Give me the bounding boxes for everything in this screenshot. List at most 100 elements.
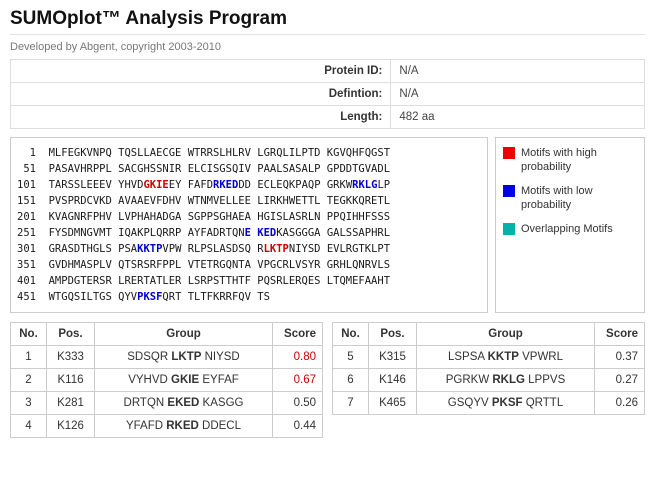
motif-pos: K116	[46, 368, 95, 392]
sequence-group: MLFEGKVNPQ	[49, 147, 112, 159]
sequence-segment: GVDHMASPLV	[48, 259, 112, 271]
motif-group: GSQYV PKSF QRTTL	[416, 391, 595, 415]
sequence-group: TQSLLAECGE	[118, 147, 181, 159]
copyright-subtitle: Developed by Abgent, copyright 2003-2010	[10, 41, 221, 53]
sequence-line: 51 PASAVHRPPL SACGHSSNIR ELCISGSQIV PAAL…	[17, 161, 481, 177]
motif-score: 0.44	[272, 414, 323, 438]
sequence-segment: SACGHSSNIR	[118, 163, 182, 175]
sequence-group: TARSSLEEEV	[49, 179, 112, 191]
sequence-segment: VTETRGQNTA	[187, 259, 251, 271]
sequence-segment: R	[257, 243, 264, 255]
sequence-segment: QTSRSRFPPL	[118, 259, 182, 271]
sequence-segment: HGISLASRLN	[257, 211, 321, 223]
sumoplot-page: SUMOplot™ Analysis Program Developed by …	[9, 8, 645, 438]
sequence-group: PSAKKTPVPW	[118, 243, 181, 255]
sequence-line: 1 MLFEGKVNPQ TQSLLAECGE WTRRSLHLRV LGRQL…	[17, 145, 481, 161]
motif-no: 3	[10, 391, 47, 415]
column-header-no: No.	[10, 322, 47, 346]
motif-lo-segment: KKTP	[137, 243, 163, 255]
sequence-group: TLTFKRRFQV	[188, 291, 251, 303]
motif-row: 4 K126 YFAFD RKED DDECL 0.44	[10, 414, 323, 438]
motif-core: GKIE	[171, 374, 200, 386]
sequence-segment: NIYSD	[288, 243, 321, 255]
info-label: Protein ID:	[9, 59, 392, 83]
motif-row: 6 K146 PGRKW RKLG LPPVS 0.27	[332, 368, 645, 392]
sequence-group: SGPPSGHAEA	[188, 211, 251, 223]
motif-pos: K281	[46, 391, 95, 415]
sequence-segment: TARSSLEEEV	[48, 179, 112, 191]
sequence-group: VTETRGQNTA	[188, 259, 251, 271]
sequence-segment: AMPDGTERSR	[48, 275, 112, 287]
sequence-segment: IQAKPLQRRP	[118, 227, 182, 239]
sequence-group: SACGHSSNIR	[118, 163, 181, 175]
sequence-segment: KASGGGA	[276, 227, 321, 239]
info-value: 482 aa	[390, 105, 645, 129]
motif-no: 2	[10, 368, 47, 392]
info-row: Protein ID: N/A	[9, 59, 645, 83]
sequence-line-number: 301	[17, 243, 49, 255]
sequence-group: ECLEQKPAQP	[257, 179, 320, 191]
sequence-group: GVDHMASPLV	[49, 259, 112, 271]
sequence-group: GRASDTHGLS	[49, 243, 112, 255]
sequence-group: IQAKPLQRRP	[118, 227, 181, 239]
info-row: Length: 482 aa	[9, 105, 645, 129]
motif-no: 7	[332, 391, 369, 415]
sequence-group: WTRRSLHLRV	[188, 147, 251, 159]
sequence-segment: EVLRGTKLPT	[326, 243, 391, 255]
column-header-score: Score	[594, 322, 645, 346]
motif-score: 0.26	[594, 391, 645, 415]
info-value: N/A	[390, 59, 645, 83]
motif-lo-segment: RKED	[213, 179, 239, 191]
motif-core: LKTP	[171, 351, 202, 363]
motif-table-body: 1 K333 SDSQR LKTP NIYSD 0.80 2 K116 VYHVD GKIE…	[10, 345, 323, 438]
legend-label: Motifs with high probability	[521, 147, 597, 173]
motif-group: YFAFD RKED DDECL	[94, 414, 273, 438]
motif-group: PGRKW RKLG LPPVS	[416, 368, 595, 392]
sequence-segment: YHVD	[118, 179, 144, 191]
motif-no: 4	[10, 414, 47, 438]
column-header-score: Score	[272, 322, 323, 346]
column-header-pos: Pos.	[46, 322, 95, 346]
sequence-group: KVAGNRFPHV	[49, 211, 112, 223]
sequence-segment: RLPSLASDSQ	[187, 243, 251, 255]
motif-table-head: No. Pos. Group Score	[10, 322, 323, 346]
sequence-line: 351 GVDHMASPLV QTSRSRFPPL VTETRGQNTA VPG…	[17, 257, 481, 273]
protein-info-table: Protein ID: N/A Defintion: N/A Length: 482 aa	[9, 59, 645, 129]
sequence-segment: LTQMEFAAHT	[326, 275, 391, 287]
motif-no: 1	[10, 345, 47, 369]
sequence-segment: GPDDTGVADL	[326, 163, 391, 175]
header-divider	[10, 34, 645, 35]
sequence-segment: PVSPRDCVKD	[48, 195, 112, 207]
sequence-segment: GRKW	[326, 179, 353, 191]
sequence-segment: TLTFKRRFQV	[187, 291, 251, 303]
sequence-line-number: 351	[17, 259, 49, 271]
sequence-segment: PQSRLERQES	[257, 275, 321, 287]
sequence-segment: TQSLLAECGE	[118, 147, 182, 159]
sequence-group: QYVPKSFQRT	[118, 291, 181, 303]
motif-no: 5	[332, 345, 369, 369]
sequence-segment: WTRRSLHLRV	[187, 147, 251, 159]
sequence-line: 451 WTGQSILTGS QYVPKSFQRT TLTFKRRFQV TS	[17, 289, 481, 305]
motif-core: EKED	[167, 397, 200, 409]
sequence-segment: LSRPSTTHTF	[187, 275, 251, 287]
column-header-group: Group	[416, 322, 595, 346]
motif-group: LSPSA KKTP VPWRL	[416, 345, 595, 369]
info-label: Length:	[9, 105, 392, 129]
motif-header-row: No. Pos. Group Score	[332, 322, 645, 346]
sequence-group: QTSRSRFPPL	[118, 259, 181, 271]
sequence-segment: PPQIHHFSSS	[326, 211, 391, 223]
sequence-line-number: 1	[17, 147, 49, 159]
sequence-group: ELCISGSQIV	[188, 163, 251, 175]
legend-low-swatch-icon	[503, 185, 515, 197]
sequence-group: LSRPSTTHTF	[188, 275, 251, 287]
sequence-line-number: 201	[17, 211, 49, 223]
motif-score: 0.80	[272, 345, 323, 369]
info-row: Defintion: N/A	[9, 82, 645, 106]
sequence-line-number: 51	[17, 163, 49, 175]
motif-no: 6	[332, 368, 369, 392]
sequence-line-number: 251	[17, 227, 49, 239]
sequence-group: PQSRLERQES	[257, 275, 320, 287]
sequence-segment: PASAVHRPPL	[48, 163, 112, 175]
sequence-group: GRKWRKLGLP	[327, 179, 390, 191]
sequence-segment: PAALSASALP	[257, 163, 321, 175]
